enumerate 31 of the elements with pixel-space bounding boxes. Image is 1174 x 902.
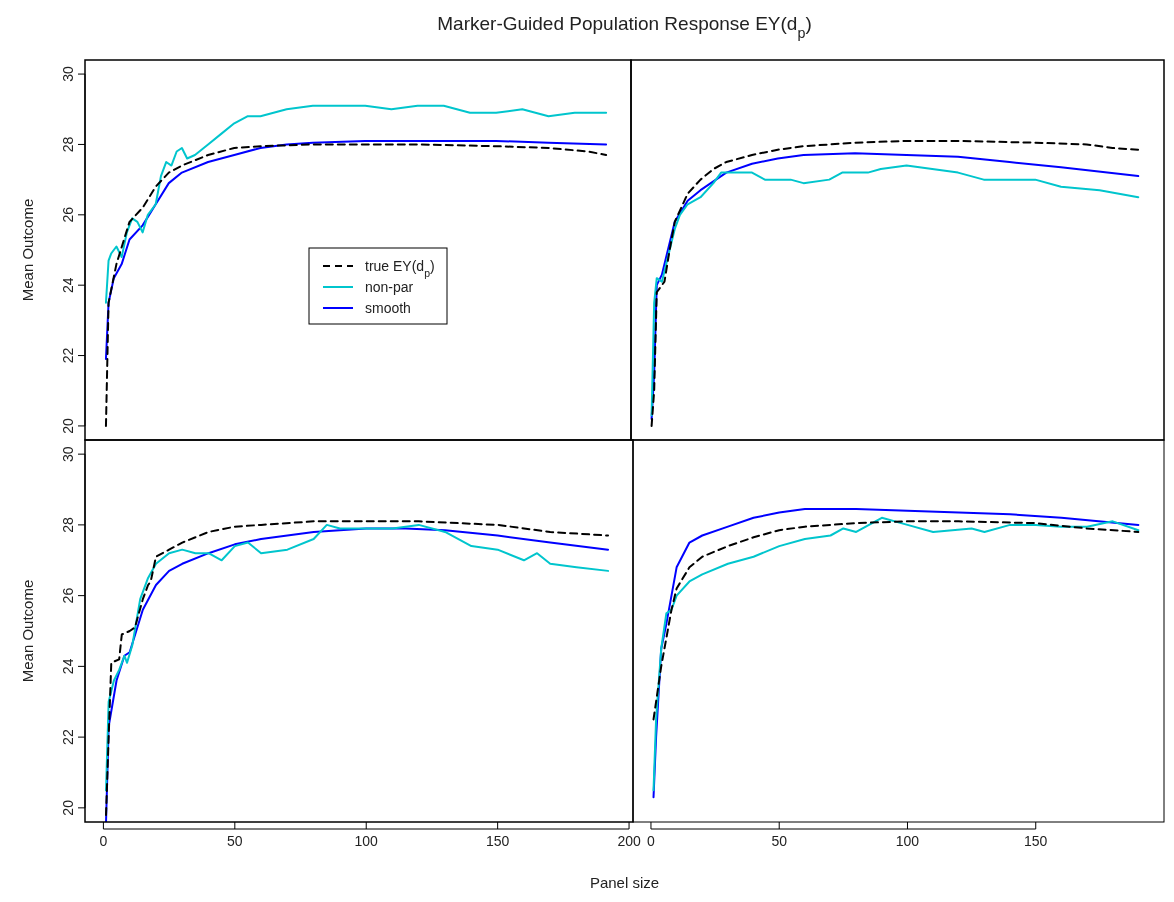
y-tick-label: 28 <box>60 136 76 153</box>
x-tick-label: 200 <box>617 833 641 849</box>
y-axis-title: Mean Outcome <box>19 579 36 683</box>
x-tick-label: 0 <box>99 833 108 849</box>
x-tick-label: 0 <box>647 833 656 849</box>
y-tick-label: 20 <box>60 799 76 816</box>
y-axis-title: Mean Outcome <box>19 198 36 302</box>
y-tick-label: 26 <box>60 587 76 604</box>
chart-title: Marker-Guided Population Response EY(d$_{p}$) <box>437 13 812 41</box>
line-series <box>104 139 608 361</box>
y-tick-label: 28 <box>60 516 76 533</box>
y-tick-label: 30 <box>60 446 76 462</box>
x-tick-label: 100 <box>895 833 920 849</box>
y-tick-label: 22 <box>60 347 76 364</box>
legend-label: non-par <box>365 279 414 295</box>
line-series <box>104 143 608 427</box>
x-tick-label: 100 <box>354 833 379 849</box>
x-tick-label: 50 <box>771 833 788 849</box>
legend-label: smooth <box>365 300 411 316</box>
y-tick-label: 30 <box>60 66 76 82</box>
legend-label: true EY(d$_{p}$) <box>365 258 435 279</box>
line-series <box>104 104 608 304</box>
x-tick-label: 150 <box>485 833 510 849</box>
y-tick-label: 24 <box>60 277 76 293</box>
x-tick-label: 50 <box>227 833 243 849</box>
x-tick-label: 150 <box>1024 833 1048 849</box>
y-tick-label: 20 <box>60 417 76 434</box>
y-tick-label: 24 <box>60 658 76 675</box>
x-axis-title: Panel size <box>589 874 660 891</box>
y-tick-label: 26 <box>60 206 76 223</box>
y-tick-label: 22 <box>60 729 76 745</box>
